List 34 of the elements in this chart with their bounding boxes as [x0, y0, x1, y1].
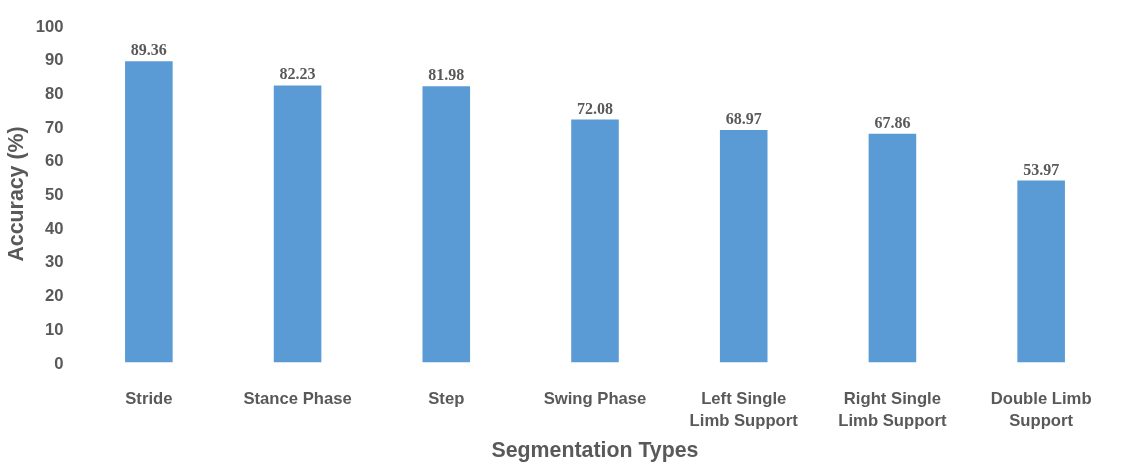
- bar: [868, 133, 917, 363]
- y-tick-label: 60: [44, 151, 64, 171]
- y-tick-label: 40: [44, 218, 64, 238]
- data-label: 82.23: [279, 65, 316, 83]
- y-tick-label: 90: [44, 50, 64, 70]
- y-tick-label: 80: [44, 83, 64, 103]
- y-tick-label: 50: [44, 185, 64, 204]
- y-tick-label: 30: [44, 252, 64, 272]
- y-tick-label: 70: [44, 117, 64, 137]
- data-label: 67.86: [874, 113, 911, 131]
- x-tick-label: Left Single Limb Support: [689, 388, 799, 431]
- data-label: 81.98: [428, 66, 465, 84]
- bar: [571, 119, 619, 363]
- x-axis-title: Segmentation Types: [491, 438, 699, 463]
- data-label: 68.97: [725, 110, 762, 128]
- y-tick-label: 100: [35, 16, 64, 36]
- x-tick-label: Stride: [125, 388, 173, 408]
- bar: [719, 130, 768, 363]
- y-axis-title: Accuracy (%): [3, 126, 28, 262]
- bar: [422, 86, 471, 363]
- x-tick-label: Step: [428, 388, 465, 408]
- bar: [273, 85, 322, 363]
- y-tick-label: 20: [44, 286, 64, 306]
- x-tick-label: Double Limb Support: [990, 388, 1092, 431]
- data-label: 53.97: [1023, 160, 1060, 178]
- bar: [125, 61, 173, 363]
- data-label: 89.36: [130, 41, 167, 59]
- y-tick-label: 0: [54, 353, 64, 373]
- x-tick-label: Stance Phase: [243, 388, 352, 408]
- data-label: 72.08: [577, 99, 613, 117]
- x-tick-label: Right Single Limb Support: [838, 388, 948, 431]
- bar: [1017, 180, 1065, 363]
- y-tick-label: 10: [44, 319, 64, 339]
- x-tick-label: Swing Phase: [543, 388, 647, 408]
